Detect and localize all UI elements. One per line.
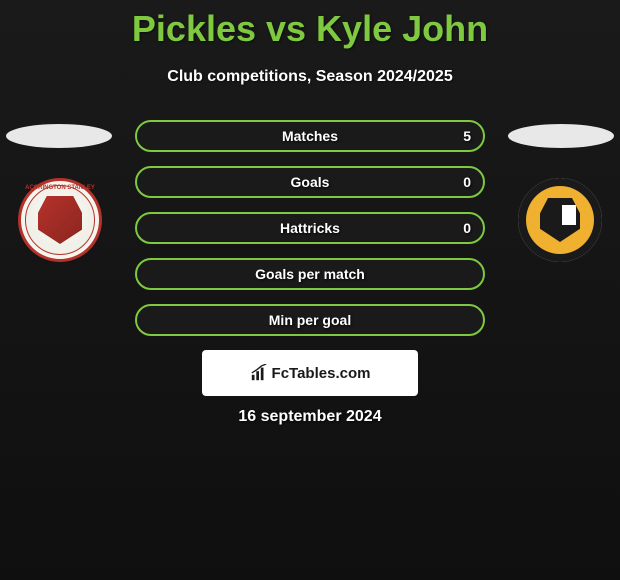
- left-logo-ring-text: ACCRINGTON STANLEY: [21, 185, 99, 191]
- stat-row-goals-per-match: Goals per match: [135, 258, 485, 290]
- right-team-logo: [518, 178, 602, 262]
- stat-row-min-per-goal: Min per goal: [135, 304, 485, 336]
- left-crest-shape: [38, 196, 82, 244]
- date-text: 16 september 2024: [0, 408, 620, 426]
- stat-row-matches: Matches 5: [135, 120, 485, 152]
- stat-right-value: 0: [463, 214, 471, 242]
- stat-row-goals: Goals 0: [135, 166, 485, 198]
- stat-right-value: 0: [463, 168, 471, 196]
- right-crest-shape: [540, 198, 580, 242]
- branding-text: FcTables.com: [272, 365, 371, 382]
- branding-box[interactable]: FcTables.com: [202, 350, 418, 396]
- stat-label: Matches: [282, 128, 338, 144]
- stat-label: Hattricks: [280, 220, 340, 236]
- left-team-logo: ACCRINGTON STANLEY: [18, 178, 102, 262]
- stat-label: Min per goal: [269, 312, 351, 328]
- left-shadow-oval: [6, 124, 112, 148]
- chart-icon: [250, 364, 268, 382]
- stat-row-hattricks: Hattricks 0: [135, 212, 485, 244]
- right-shadow-oval: [508, 124, 614, 148]
- page-subtitle: Club competitions, Season 2024/2025: [0, 68, 620, 86]
- stat-label: Goals per match: [255, 266, 365, 282]
- stats-column: Matches 5 Goals 0 Hattricks 0 Goals per …: [135, 120, 485, 350]
- stat-label: Goals: [291, 174, 330, 190]
- stat-right-value: 5: [463, 122, 471, 150]
- page-title: Pickles vs Kyle John: [0, 0, 620, 50]
